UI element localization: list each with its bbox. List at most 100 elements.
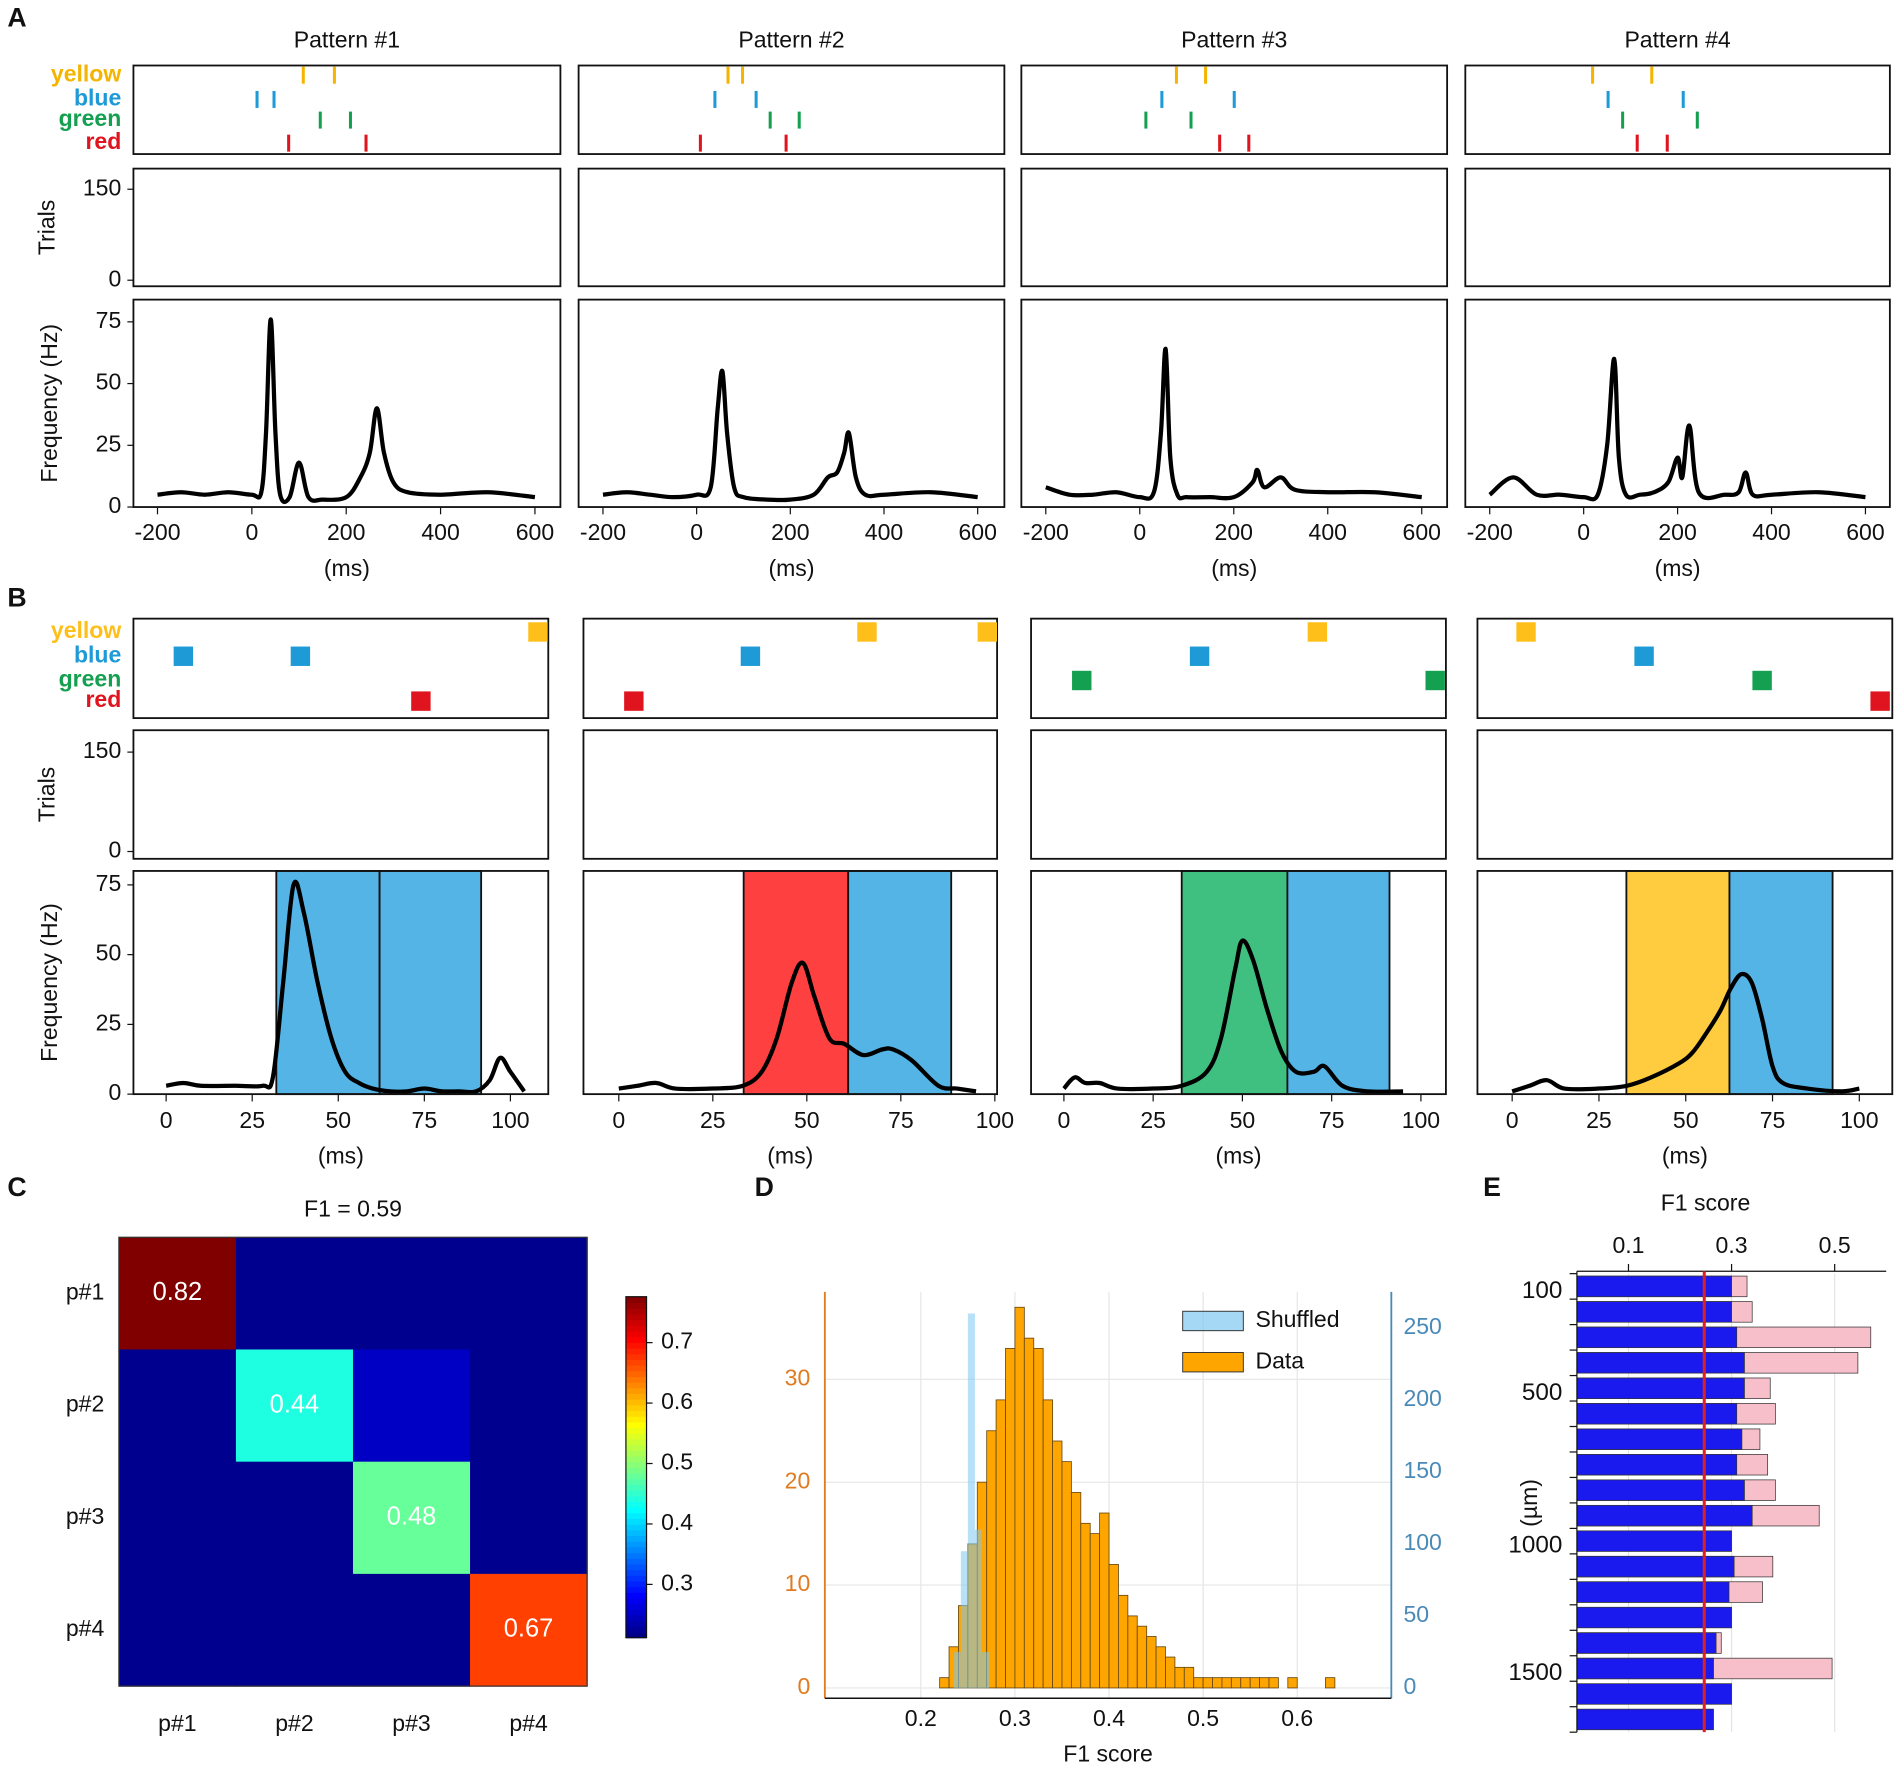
raster-tick-label: 150 xyxy=(83,174,121,200)
axes-box xyxy=(1476,870,1894,1096)
y2-tick-label: 0 xyxy=(1403,1673,1416,1699)
colorbar-slice xyxy=(625,1620,647,1627)
histogram-bar xyxy=(1146,1636,1157,1689)
bar xyxy=(1576,1352,1745,1374)
histogram-bar xyxy=(1325,1677,1336,1689)
histogram-bar xyxy=(1014,1306,1025,1689)
panel-letter: A xyxy=(7,2,26,32)
colorbar-slice xyxy=(625,1523,647,1531)
x-tick-label: 50 xyxy=(325,1107,351,1133)
colorbar-slice xyxy=(625,1586,647,1593)
y-tick-label: 500 xyxy=(1522,1379,1562,1406)
colorbar-slice xyxy=(625,1416,647,1423)
colorbar-slice xyxy=(625,1450,647,1457)
stimulus-event xyxy=(173,646,194,666)
colorbar-slice xyxy=(625,1614,647,1622)
histogram-bar xyxy=(1240,1677,1251,1689)
x-tick-label: 25 xyxy=(1586,1107,1612,1133)
colorbar-slice xyxy=(625,1478,647,1485)
bar xyxy=(1576,1555,1735,1578)
x-tick-label: 400 xyxy=(1309,519,1347,545)
heatmap-cell xyxy=(235,1573,354,1687)
x-tick-label: -200 xyxy=(580,519,626,545)
stimulus-row-label: green xyxy=(59,666,122,692)
colorbar-slice xyxy=(625,1302,647,1309)
bar xyxy=(1576,1454,1738,1476)
x-tick-label: 0 xyxy=(1057,1107,1070,1133)
colorbar-slice xyxy=(625,1540,647,1548)
x-tick-label: 0 xyxy=(612,1107,625,1133)
x-tick-label: 0.1 xyxy=(1612,1232,1644,1258)
row-label: p#4 xyxy=(66,1615,105,1641)
x-label: F1 score xyxy=(1661,1190,1751,1216)
x-tick-label: 25 xyxy=(1140,1107,1166,1133)
x-tick-label: 0.4 xyxy=(1093,1705,1125,1731)
y-tick-label: 50 xyxy=(96,369,122,395)
col-label: p#4 xyxy=(509,1710,548,1736)
x-tick-label: 25 xyxy=(700,1107,726,1133)
colorbar-slice xyxy=(625,1580,647,1588)
legend-label: Data xyxy=(1255,1347,1304,1373)
y-tick-label: 30 xyxy=(785,1364,811,1390)
axes-box xyxy=(1030,870,1447,1096)
y2-tick-label: 50 xyxy=(1403,1601,1429,1627)
x-label: (ms) xyxy=(318,1142,364,1168)
colorbar-slice xyxy=(625,1404,647,1412)
x-tick-label: 0.6 xyxy=(1281,1705,1313,1731)
x-tick-label: 100 xyxy=(491,1107,529,1133)
colorbar-slice xyxy=(625,1398,647,1406)
colorbar-slice xyxy=(625,1387,647,1395)
y-tick-label: 10 xyxy=(785,1570,811,1596)
x-tick-label: 0 xyxy=(245,519,258,545)
y-tick-label: 0 xyxy=(108,492,121,518)
colorbar-slice xyxy=(625,1421,647,1429)
histogram-bar xyxy=(1202,1677,1213,1689)
axes-box xyxy=(132,167,562,288)
colorbar-slice xyxy=(625,1455,647,1463)
y-tick-label: 25 xyxy=(96,1009,122,1035)
panel-letter: B xyxy=(7,582,26,612)
colorbar-slice xyxy=(625,1353,647,1360)
col-label: p#3 xyxy=(392,1710,430,1736)
stimulus-event xyxy=(977,622,998,642)
histogram-bar xyxy=(1136,1625,1148,1689)
stimulus-event xyxy=(1870,691,1890,711)
psth-curve xyxy=(165,879,526,1095)
pattern-title: Pattern #1 xyxy=(294,26,400,52)
colorbar-slice xyxy=(625,1546,647,1554)
heatmap-cell xyxy=(235,1349,354,1463)
stimulus-event xyxy=(624,691,644,711)
x-tick-label: 200 xyxy=(1215,519,1253,545)
x-tick-label: 75 xyxy=(1319,1107,1345,1133)
axes-box xyxy=(132,729,550,860)
colorbar-tick-label: 0.4 xyxy=(661,1509,693,1535)
histogram-bar xyxy=(960,1551,968,1689)
x-tick-label: 0.2 xyxy=(905,1705,937,1731)
raster-tick-label: 0 xyxy=(108,265,121,291)
colorbar-tick-label: 0.5 xyxy=(661,1449,693,1475)
colorbar-tick-label: 0.3 xyxy=(661,1569,693,1595)
stimulus-event xyxy=(1634,646,1654,666)
x-label: (ms) xyxy=(1655,555,1701,581)
colorbar-slice xyxy=(625,1489,647,1497)
histogram-bar xyxy=(1061,1461,1072,1689)
histogram-bar xyxy=(953,1652,961,1689)
stimulus-event xyxy=(411,691,431,711)
y-label: (µm) xyxy=(1516,1479,1542,1527)
heatmap-cell xyxy=(118,1461,237,1575)
x-tick-label: 100 xyxy=(976,1107,1014,1133)
axes-box xyxy=(1030,729,1447,860)
colorbar-slice xyxy=(625,1512,647,1519)
x-tick-label: 25 xyxy=(239,1107,265,1133)
x-tick-label: -200 xyxy=(1467,519,1513,545)
histogram-bar xyxy=(1268,1677,1279,1689)
heatmap-cell xyxy=(470,1573,588,1687)
x-tick-label: 75 xyxy=(412,1107,438,1133)
axes-box xyxy=(1464,167,1891,288)
bar xyxy=(1576,1275,1732,1298)
colorbar-slice xyxy=(625,1575,647,1582)
legend-label: Shuffled xyxy=(1255,1306,1339,1332)
heatmap-cell xyxy=(470,1461,588,1575)
axes-box xyxy=(577,64,1006,155)
